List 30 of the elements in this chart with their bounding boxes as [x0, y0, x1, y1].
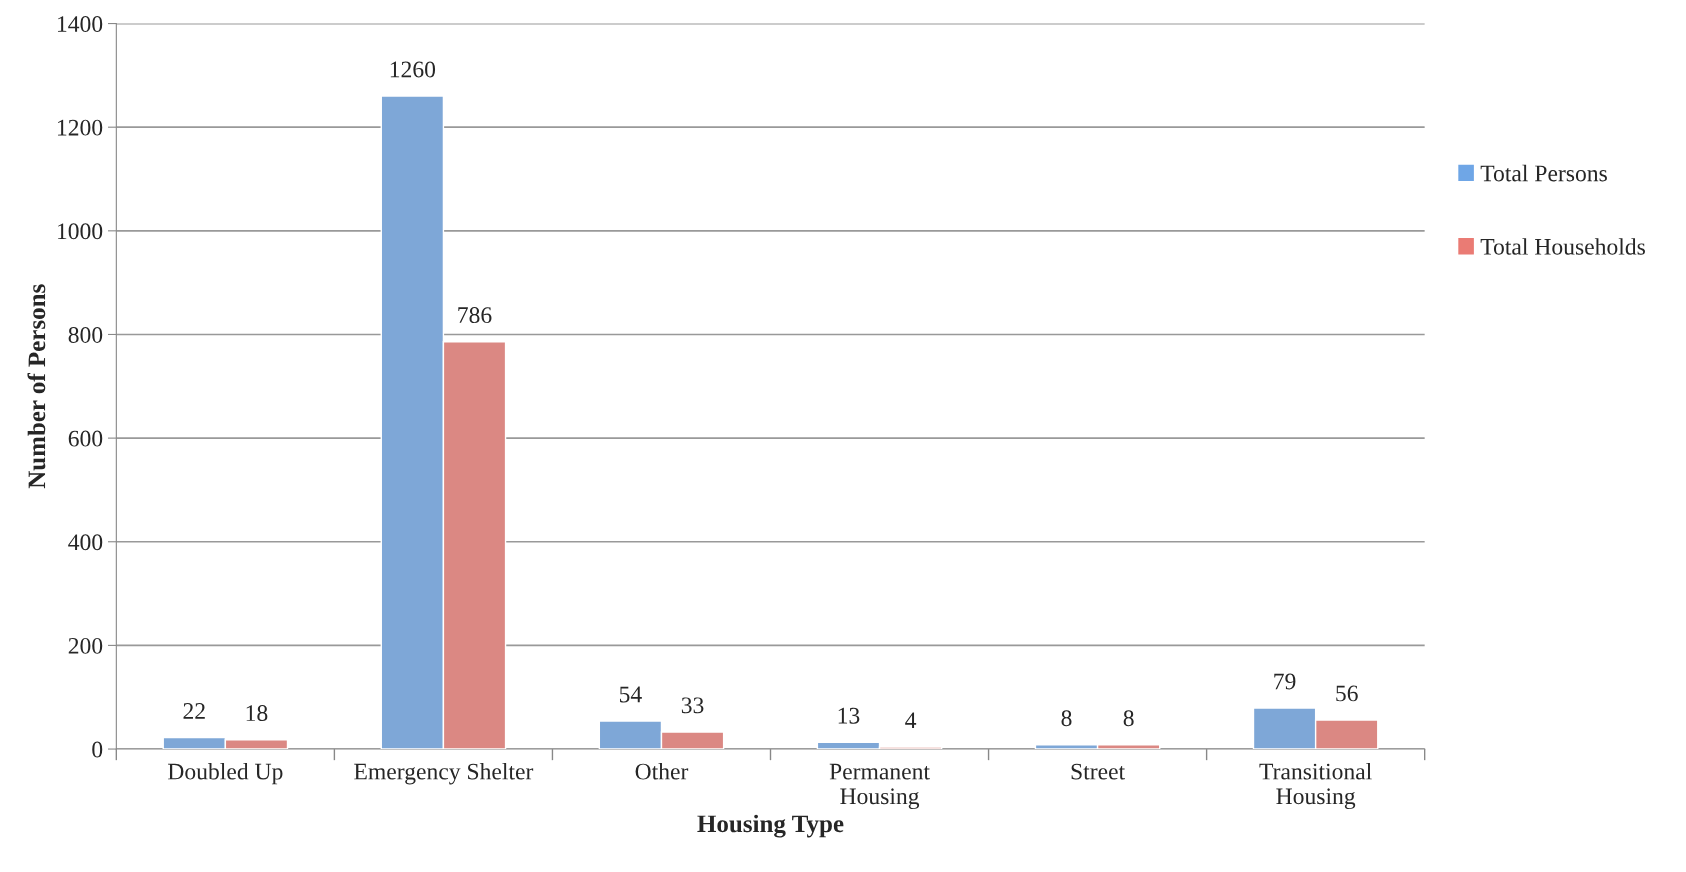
- x-tick-label: Permanent Housing: [829, 763, 930, 810]
- data-label: 1260: [390, 61, 436, 78]
- legend-label: Total Households: [1480, 238, 1645, 255]
- y-tick-label: 600: [68, 430, 103, 447]
- y-tick-label: 1000: [57, 223, 103, 240]
- x-tick-label: Doubled Up: [168, 762, 283, 785]
- y-axis-title: Number of Persons: [27, 284, 46, 489]
- x-tick-label: Street: [1071, 763, 1125, 780]
- x-tick-label: Emergency Shelter: [354, 762, 534, 785]
- data-label: 8: [1123, 710, 1134, 727]
- y-tick-label: 800: [68, 326, 103, 343]
- y-tick-label: 200: [68, 637, 103, 654]
- data-label: 786: [458, 307, 492, 324]
- data-label: 18: [246, 705, 268, 722]
- x-tick-label: Transitional Housing: [1259, 762, 1372, 810]
- data-label: 4: [905, 712, 917, 729]
- y-tick-label: 400: [68, 534, 103, 551]
- y-tick-label: 1200: [57, 119, 103, 136]
- data-label: 56: [1336, 685, 1358, 702]
- data-label: 8: [1061, 710, 1072, 727]
- data-label: 79: [1274, 673, 1296, 690]
- data-label: 54: [619, 686, 642, 703]
- x-tick-label: Other: [635, 762, 689, 780]
- y-tick-label: 1400: [57, 16, 103, 32]
- data-label: 13: [838, 707, 860, 724]
- x-axis-title: Housing Type: [697, 814, 844, 838]
- legend-label: Total Persons: [1480, 164, 1607, 182]
- y-tick-label: 0: [92, 741, 103, 758]
- data-label: 22: [183, 703, 205, 719]
- data-label: 33: [681, 697, 704, 714]
